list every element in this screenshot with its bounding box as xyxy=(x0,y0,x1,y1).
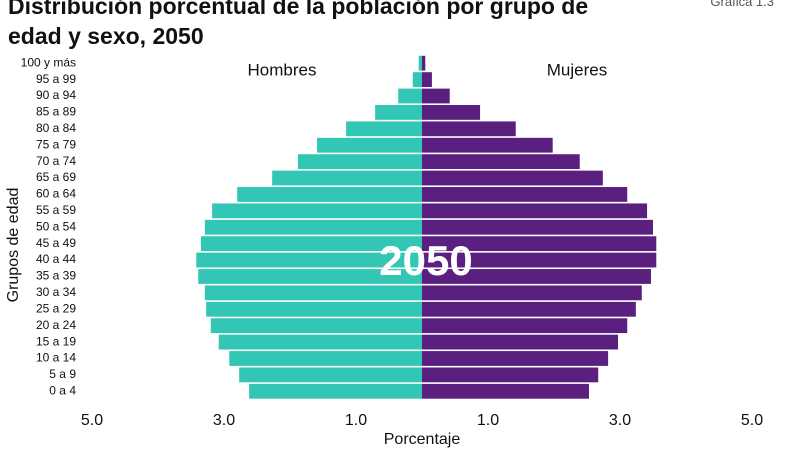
bar xyxy=(422,154,580,170)
legend-label: Mujeres xyxy=(547,60,607,79)
y-tick-label: 35 a 39 xyxy=(36,269,76,283)
bar xyxy=(422,88,450,104)
bar xyxy=(398,88,422,104)
y-tick-label: 5 a 9 xyxy=(49,367,76,381)
bar xyxy=(210,318,422,334)
bar xyxy=(229,351,422,366)
bar xyxy=(422,170,603,186)
y-tick-label: 50 a 54 xyxy=(36,219,76,233)
figure-label: Gráfica 1.3 xyxy=(710,0,774,9)
y-tick-label: 40 a 44 xyxy=(36,252,76,266)
bar xyxy=(204,285,422,301)
bar xyxy=(422,318,628,334)
x-tick-label: 3.0 xyxy=(213,412,235,429)
bar xyxy=(422,252,657,268)
bar xyxy=(422,203,648,219)
bar xyxy=(198,269,422,284)
bar xyxy=(422,351,609,366)
bar xyxy=(212,203,422,219)
annotation: 2050 xyxy=(379,237,472,284)
bar xyxy=(422,269,652,284)
bar xyxy=(237,187,422,202)
bar xyxy=(422,383,589,399)
y-tick-label: 45 a 49 xyxy=(36,236,76,250)
y-tick-label: 65 a 69 xyxy=(36,170,76,184)
y-tick-label: 80 a 84 xyxy=(36,121,76,135)
y-tick-label: 75 a 79 xyxy=(36,137,76,151)
bar xyxy=(375,105,422,120)
x-tick-label: 1.0 xyxy=(477,412,499,429)
bar xyxy=(422,219,653,235)
bar xyxy=(218,334,422,350)
bar xyxy=(422,367,599,383)
chart-title: Distribución porcentual de la población … xyxy=(8,0,589,49)
bar xyxy=(422,285,642,301)
y-tick-label: 70 a 74 xyxy=(36,154,76,168)
bar xyxy=(418,55,422,71)
bar xyxy=(422,121,516,137)
y-tick-label: 30 a 34 xyxy=(36,285,76,299)
bar xyxy=(317,137,422,153)
bar xyxy=(422,105,481,120)
legend-label: Hombres xyxy=(248,60,317,79)
x-tick-label: 5.0 xyxy=(81,412,103,429)
bar xyxy=(196,252,422,268)
bar xyxy=(204,219,422,235)
y-tick-label: 85 a 89 xyxy=(36,105,76,119)
bar xyxy=(272,170,422,186)
bar xyxy=(422,137,553,153)
y-tick-label: 0 a 4 xyxy=(49,383,76,397)
bar xyxy=(422,334,619,350)
bar xyxy=(422,187,628,202)
x-tick-label: 3.0 xyxy=(609,412,631,429)
y-tick-label: 100 y más xyxy=(21,55,76,69)
bar xyxy=(412,72,422,88)
y-tick-label: 15 a 19 xyxy=(36,334,76,348)
bar xyxy=(206,301,422,317)
y-tick-label: 60 a 64 xyxy=(36,187,76,201)
bar xyxy=(200,236,422,252)
y-tick-label: 90 a 94 xyxy=(36,88,76,102)
bar xyxy=(297,154,422,170)
bar xyxy=(346,121,422,137)
bar xyxy=(249,383,422,399)
y-tick-label: 55 a 59 xyxy=(36,203,76,217)
y-tick-label: 10 a 14 xyxy=(36,351,76,365)
x-tick-label: 1.0 xyxy=(345,412,367,429)
y-tick-label: 20 a 24 xyxy=(36,318,76,332)
y-axis-label: Grupos de edad xyxy=(5,188,22,303)
x-tick-label: 5.0 xyxy=(741,412,763,429)
y-tick-label: 25 a 29 xyxy=(36,301,76,315)
y-tick-label: 95 a 99 xyxy=(36,72,76,86)
x-axis-label: Porcentaje xyxy=(384,431,461,448)
bar xyxy=(422,301,636,317)
bar xyxy=(239,367,422,383)
bar xyxy=(422,236,657,252)
bar xyxy=(422,72,432,88)
bar xyxy=(422,55,426,71)
